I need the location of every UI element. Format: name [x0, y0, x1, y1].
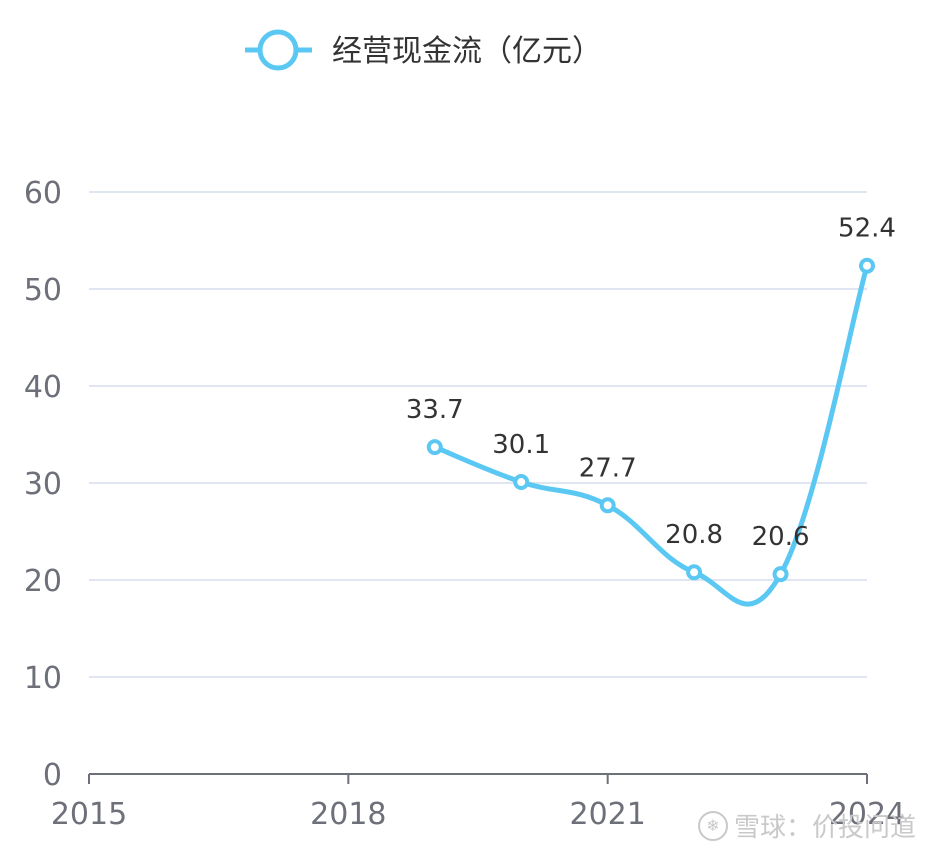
y-tick-label: 50: [24, 273, 62, 308]
y-axis-ticks: 0 10 20 30 40 50 60: [24, 176, 62, 793]
y-tick-label: 60: [24, 176, 62, 211]
data-label: 30.1: [492, 430, 550, 460]
y-tick-label: 20: [24, 564, 62, 599]
data-point: [599, 497, 616, 514]
watermark-text: 雪球：价投问道: [733, 813, 916, 843]
data-point: [772, 566, 789, 583]
data-label: 27.7: [579, 453, 637, 483]
y-tick-label: 30: [24, 467, 62, 502]
data-point: [859, 257, 875, 274]
snowball-logo-icon: ❄: [697, 810, 728, 841]
legend[interactable]: 经营现金流（亿元）: [245, 29, 602, 71]
y-tick-label: 10: [24, 661, 62, 696]
data-point: [686, 564, 703, 581]
legend-marker-icon: [257, 29, 299, 71]
data-point: [426, 439, 443, 456]
data-label: 20.8: [665, 520, 723, 550]
data-point: [513, 474, 530, 491]
x-tick-label: 2018: [310, 797, 386, 832]
grid-lines: [89, 191, 867, 678]
x-tick-label: 2024: [829, 797, 905, 832]
data-label: 52.4: [838, 214, 896, 244]
legend-label: 经营现金流（亿元）: [332, 34, 602, 69]
series-layer: 33.7 30.1 27.7 20.8 20.6 52.4: [406, 214, 896, 607]
x-tick-label: 2021: [569, 797, 645, 832]
data-label: 20.6: [752, 522, 810, 552]
x-tick-label: 2015: [51, 797, 127, 832]
x-axis: 2015 2018 2021 2024: [51, 773, 905, 832]
y-tick-label: 40: [24, 370, 62, 405]
y-tick-label: 0: [43, 758, 62, 793]
data-label: 33.7: [406, 395, 464, 425]
watermark: ❄ 雪球：价投问道: [697, 807, 916, 844]
